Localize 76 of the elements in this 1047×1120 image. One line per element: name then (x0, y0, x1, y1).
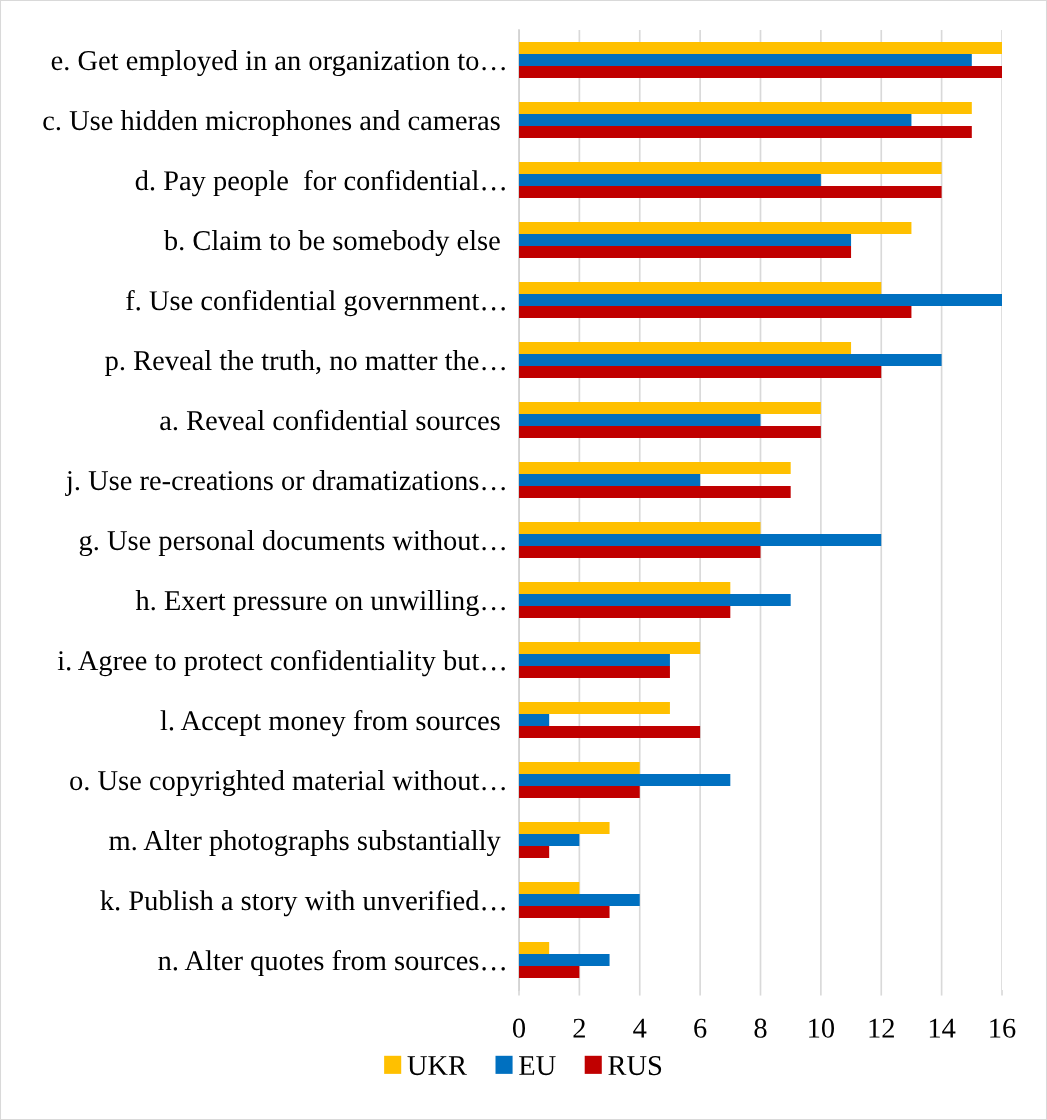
y-tick-label: f. Use confidential government… (126, 289, 505, 317)
y-tick-label: e. Get employed in an organization to… (51, 50, 505, 77)
bar (519, 726, 701, 738)
y-tick-label: h. Exert pressure on unwilling… (135, 590, 505, 617)
legend-label: EU (519, 1056, 556, 1076)
bar (519, 102, 972, 114)
bar (519, 246, 852, 258)
y-tick-label: i. Agree to protect confidentiality but… (57, 649, 505, 677)
x-tick-label: 8 (754, 1018, 767, 1038)
bar (519, 342, 852, 354)
bar (519, 306, 912, 318)
bar (519, 522, 761, 534)
x-tick-label: 0 (512, 1018, 526, 1038)
bar (519, 402, 821, 414)
y-tick-label: g. Use personal documents without… (79, 530, 505, 557)
bar (519, 162, 942, 174)
y-tick-label: l. Accept money from sources (160, 709, 500, 737)
bar (519, 426, 821, 438)
bar (519, 942, 550, 954)
bar (519, 834, 580, 846)
y-tick-label: c. Use hidden microphones and cameras (43, 110, 500, 136)
bar (519, 714, 550, 726)
bar (519, 282, 882, 294)
y-tick-label: d. Pay people for confidential… (135, 169, 505, 197)
bar (519, 654, 670, 666)
legend-label: UKR (407, 1056, 467, 1076)
bar (519, 666, 670, 678)
bar (519, 606, 731, 618)
bar (519, 186, 942, 198)
x-tick-label: 10 (809, 1018, 835, 1038)
y-tick-label: j. Use re-creations or dramatizations… (65, 470, 505, 496)
bar (519, 222, 912, 234)
bar (519, 846, 550, 858)
y-tick-label: o. Use copyrighted material without… (70, 770, 505, 797)
bar (519, 774, 731, 786)
bar (519, 642, 701, 654)
x-tick-label: 16 (990, 1018, 1016, 1038)
bar (519, 822, 610, 834)
bar (519, 174, 821, 186)
y-tick-label: k. Publish a story with unverified… (100, 889, 505, 917)
bar (519, 786, 640, 798)
bar (519, 582, 731, 594)
y-tick-label: a. Reveal confidential sources (160, 409, 500, 431)
bar (519, 366, 882, 378)
legend-label: RUS (608, 1056, 662, 1076)
bar (519, 234, 852, 246)
bar (519, 414, 761, 426)
y-tick-label: p. Reveal the truth, no matter the… (105, 350, 505, 376)
bar (519, 906, 610, 918)
bar (519, 354, 942, 366)
x-tick-label: 14 (929, 1018, 956, 1038)
y-tick-label: b. Claim to be somebody else (163, 230, 500, 257)
bar (519, 546, 761, 558)
bar (519, 114, 912, 126)
bar (519, 474, 701, 486)
bar (519, 66, 1002, 78)
bar (519, 462, 791, 474)
bar (519, 762, 640, 774)
bar (519, 294, 1002, 306)
x-tick-label: 6 (694, 1018, 707, 1038)
x-tick-label: 2 (573, 1018, 585, 1038)
y-tick-label: n. Alter quotes from sources… (158, 949, 505, 977)
x-tick-label: 12 (869, 1018, 894, 1038)
bar (519, 702, 670, 714)
bar (519, 42, 1002, 54)
bar (519, 594, 791, 606)
bar (519, 894, 640, 906)
bar (519, 534, 882, 546)
bar (519, 486, 791, 498)
y-tick-label: m. Alter photographs substantially (109, 830, 501, 857)
bar (519, 966, 580, 978)
bar (519, 126, 972, 138)
bar (519, 954, 610, 966)
bar (519, 54, 972, 66)
x-tick-label: 4 (633, 1018, 647, 1038)
bar (519, 882, 580, 894)
